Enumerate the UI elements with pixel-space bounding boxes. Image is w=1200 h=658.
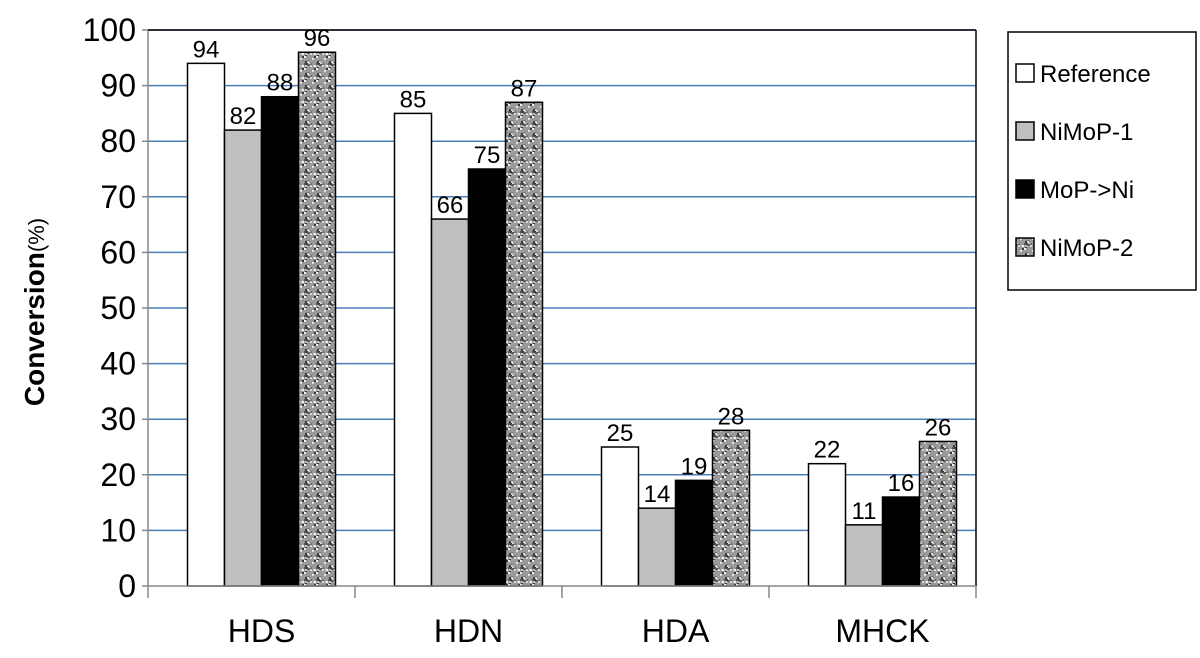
- data-label: 28: [718, 403, 745, 430]
- bar-hds-1: [223, 129, 263, 587]
- data-label: 26: [925, 414, 952, 441]
- legend: Reference NiMoP-1 MoP->Ni NiMoP-2: [1007, 31, 1197, 291]
- bar-mhck-3: [918, 440, 958, 587]
- bar-hdn-2: [467, 168, 507, 587]
- y-tick-label: 80: [100, 123, 136, 159]
- legend-label: NiMoP-1: [1040, 119, 1133, 146]
- data-label: 85: [400, 86, 427, 113]
- y-tick-label: 10: [100, 512, 136, 548]
- y-tick-label: 70: [100, 179, 136, 215]
- bar-hds-2: [260, 95, 300, 587]
- legend-frame: [1007, 31, 1197, 291]
- data-label: 66: [437, 192, 464, 219]
- x-category-label: HDA: [642, 613, 710, 649]
- bars: [186, 51, 958, 587]
- data-label: 19: [681, 453, 708, 480]
- legend-label: Reference: [1040, 61, 1151, 88]
- legend-swatch: [1015, 179, 1035, 199]
- data-label: 88: [267, 70, 294, 97]
- y-axis-label: Conversion(%): [19, 218, 50, 406]
- data-label: 94: [193, 36, 220, 63]
- axes: 0 10 20 30 40 50 60 70 80 90 100 HDS HDN HDA MHCK: [83, 12, 977, 649]
- y-tick-label: 40: [100, 346, 136, 382]
- data-label: 11: [852, 498, 877, 525]
- y-tick-label: 100: [83, 12, 136, 48]
- bar-hda-0: [600, 446, 640, 587]
- bar-hds-0: [186, 62, 226, 587]
- bar-mhck-0: [807, 462, 847, 587]
- y-tick-label: 90: [100, 68, 136, 104]
- bar-hds-3: [297, 51, 337, 587]
- y-tick-label: 50: [100, 290, 136, 326]
- data-label: 14: [644, 481, 671, 508]
- data-label: 87: [511, 75, 538, 102]
- legend-swatch: [1015, 63, 1035, 83]
- x-category-label: MHCK: [835, 613, 929, 649]
- legend-label: MoP->Ni: [1040, 177, 1134, 204]
- data-label: 96: [304, 25, 331, 52]
- y-tick-label: 0: [118, 568, 136, 604]
- data-labels: 94 82 88 96 85 66 75 87 25 14 19 28 22 11 16 26: [193, 25, 952, 525]
- legend-label: NiMoP-2: [1040, 235, 1133, 262]
- data-label: 22: [814, 437, 841, 464]
- y-tick-label: 60: [100, 234, 136, 270]
- bar-hda-3: [711, 429, 751, 587]
- x-category-label: HDS: [228, 613, 296, 649]
- data-label: 25: [607, 420, 634, 447]
- bar-hda-2: [674, 479, 714, 587]
- bar-hdn-0: [393, 112, 433, 587]
- data-label: 82: [230, 103, 257, 130]
- legend-swatch: [1015, 121, 1035, 141]
- y-tick-label: 20: [100, 457, 136, 493]
- bar-mhck-1: [844, 524, 884, 587]
- data-label: 16: [888, 470, 915, 497]
- data-label: 75: [474, 142, 501, 169]
- bar-mhck-2: [881, 496, 921, 587]
- x-category-label: HDN: [434, 613, 503, 649]
- legend-swatch: [1015, 237, 1035, 257]
- bar-hdn-3: [504, 101, 544, 587]
- bar-hdn-1: [430, 218, 470, 587]
- y-tick-label: 30: [100, 401, 136, 437]
- bar-hda-1: [637, 507, 677, 587]
